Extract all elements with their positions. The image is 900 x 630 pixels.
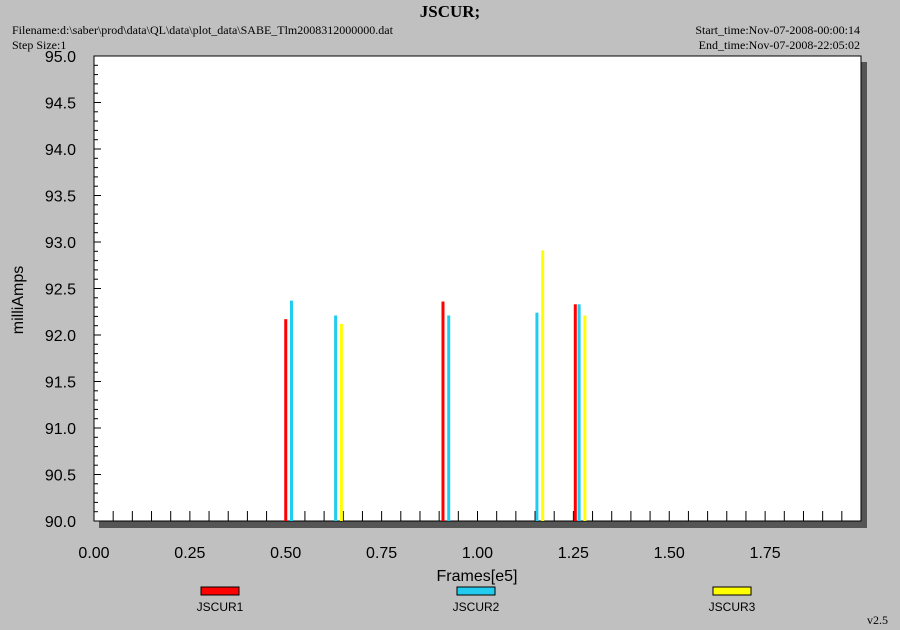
x-tick-label: 0.75: [366, 545, 397, 562]
legend-label: JSCUR2: [453, 600, 500, 614]
x-axis: 0.00 0.25 0.50 0.75 1.00 1.25 1.50 1.75: [78, 511, 843, 562]
step-size-label: Step Size:1: [12, 38, 67, 52]
end-time-label: End_time:Nov-07-2008-22:05:02: [698, 38, 860, 52]
bar-jscur1: [441, 301, 445, 521]
bar-jscur2: [447, 315, 451, 521]
bar-jscur3: [339, 323, 343, 521]
x-tick-label: 0.25: [174, 545, 205, 562]
y-tick-label: 90.0: [45, 514, 76, 531]
plot-area: [93, 55, 862, 522]
bar-jscur2: [577, 304, 581, 521]
legend-swatch: [712, 586, 752, 596]
legend-swatch: [456, 586, 496, 596]
y-tick-label: 90.5: [45, 468, 76, 485]
bar-jscur1: [573, 304, 577, 521]
bar-jscur2: [535, 312, 539, 521]
y-tick-label: 95.0: [45, 49, 76, 66]
y-tick-label: 93.5: [45, 189, 76, 206]
bar-jscur3: [541, 250, 545, 521]
x-tick-label: 0.00: [78, 545, 109, 562]
filename-label: Filename:d:\saber\prod\data\QL\data\plot…: [12, 23, 393, 37]
version-label: v2.5: [867, 613, 888, 627]
legend-swatch: [200, 586, 240, 596]
x-tick-label: 1.25: [558, 545, 589, 562]
x-axis-label: Frames[e5]: [437, 568, 518, 585]
legend-label: JSCUR3: [709, 600, 756, 614]
x-tick-label: 1.50: [654, 545, 685, 562]
bar-jscur3: [583, 315, 587, 521]
legend: JSCUR1 JSCUR2 JSCUR3: [197, 586, 756, 614]
y-tick-label: 91.5: [45, 375, 76, 392]
y-axis: 90.0 90.5 91.0 91.5 92.0 92.5 93.0 93.5 94.0 94.5…: [45, 49, 101, 531]
y-tick-label: 92.5: [45, 282, 76, 299]
start-time-label: Start_time:Nov-07-2008-00:00:14: [695, 23, 860, 37]
bar-jscur2: [334, 315, 338, 521]
chart-title: JSCUR;: [419, 2, 481, 21]
data-bars: [284, 250, 587, 521]
y-tick-label: 94.0: [45, 142, 76, 159]
legend-label: JSCUR1: [197, 600, 244, 614]
bar-jscur2: [290, 300, 294, 521]
y-tick-label: 91.0: [45, 421, 76, 438]
y-tick-label: 93.0: [45, 235, 76, 252]
bar-jscur1: [284, 319, 288, 521]
y-tick-label: 92.0: [45, 328, 76, 345]
y-tick-label: 94.5: [45, 96, 76, 113]
x-tick-label: 0.50: [270, 545, 301, 562]
y-axis-label: milliAmps: [10, 266, 27, 334]
x-tick-label: 1.00: [462, 545, 493, 562]
x-tick-label: 1.75: [750, 545, 781, 562]
